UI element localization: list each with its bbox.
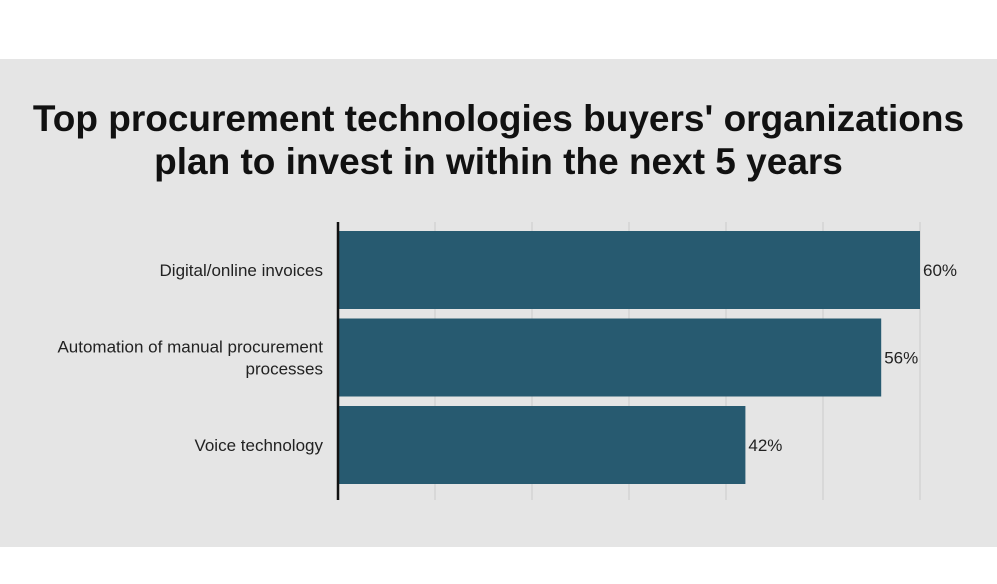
category-label-line: Automation of manual procurement [57, 338, 323, 357]
data-label: 42% [748, 436, 782, 455]
data-label: 56% [884, 349, 918, 368]
category-label-line: processes [246, 360, 323, 379]
category-label: Digital/online invoices [160, 261, 323, 280]
data-label: 60% [923, 261, 957, 280]
bar [338, 318, 882, 397]
chart-title: Top procurement technologies buyers' org… [0, 97, 997, 183]
bar [338, 406, 746, 484]
bar [338, 231, 920, 309]
chart-title-line-1: Top procurement technologies buyers' org… [32, 98, 965, 139]
category-label-line: Voice technology [194, 436, 323, 455]
category-label: Voice technology [194, 436, 323, 455]
chart-title-line-2: plan to invest in within the next 5 year… [154, 141, 843, 182]
bar-chart: 60% Digital/online invoices 56% Automation … [57, 222, 957, 500]
category-label: Automation of manual procurement processe… [57, 338, 323, 379]
chart-panel: Top procurement technologies buyers' org… [0, 59, 997, 547]
category-label-line: Digital/online invoices [160, 261, 323, 280]
